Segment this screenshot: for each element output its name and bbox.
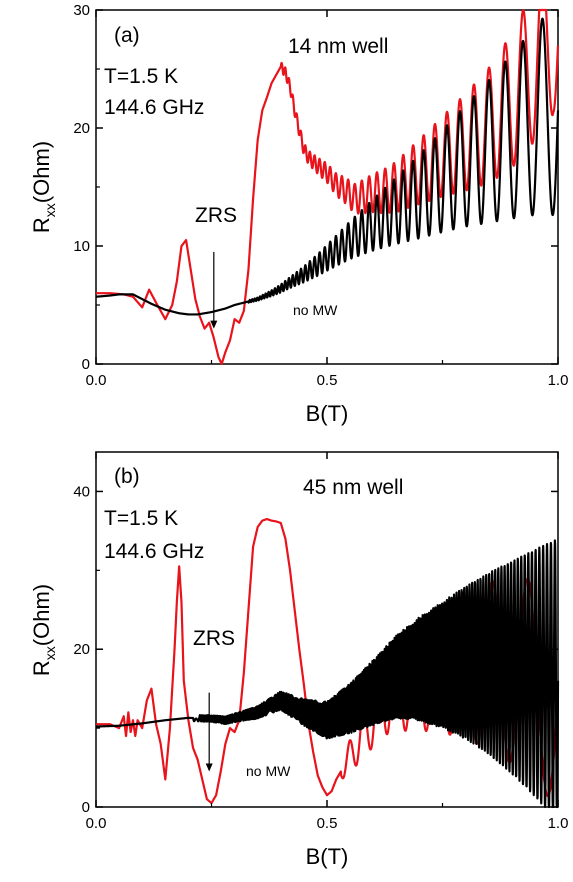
- well-label-b: 45 nm well: [303, 476, 403, 499]
- zrs-arrow-b: [205, 692, 213, 772]
- zrs-label-a: ZRS: [195, 204, 237, 227]
- y-tick-label: 10: [73, 238, 90, 255]
- arrow-head: [210, 320, 218, 329]
- arrow-head: [205, 763, 213, 772]
- temperature-label-a: T=1.5 K: [104, 65, 178, 88]
- ticks-b: 0.0 0.5 1.0 0 20 40: [73, 452, 568, 832]
- no-mw-label-a: no MW: [293, 302, 338, 318]
- no-mw-label-b: no MW: [246, 763, 291, 779]
- frequency-label-b: 144.6 GHz: [104, 540, 204, 563]
- x-tick-label: 1.0: [548, 815, 569, 832]
- y-tick-label: 0: [82, 356, 90, 373]
- series-line-black: [95, 539, 560, 809]
- y-tick-label: 30: [73, 2, 90, 19]
- y-axis-label-main-a: R: [29, 217, 54, 233]
- y-axis-label-b: Rxx(Ohm): [29, 584, 58, 676]
- y-axis-label-unit-b: (Ohm): [29, 584, 54, 646]
- x-tick-label: 0.0: [86, 372, 107, 389]
- y-tick-label: 0: [82, 799, 90, 816]
- x-tick-label: 1.0: [548, 372, 569, 389]
- y-axis-label-sub-a: xx: [42, 203, 58, 217]
- x-axis-label-a: B(T): [306, 401, 349, 426]
- series-line-black: [95, 17, 560, 316]
- series-line-red: [95, 8, 560, 365]
- zrs-label-b: ZRS: [193, 627, 235, 650]
- y-axis-label-a: Rxx(Ohm): [29, 141, 58, 233]
- zrs-arrow-a: [210, 251, 218, 329]
- panel-label-a: (a): [114, 24, 140, 47]
- frequency-label-a: 144.6 GHz: [104, 96, 204, 119]
- well-label-a: 14 nm well: [288, 35, 388, 58]
- series-group-a: [95, 8, 560, 365]
- ticks-a: 0.0 0.5 1.0 0 10 20 30: [73, 2, 568, 389]
- x-tick-label: 0.0: [86, 815, 107, 832]
- x-tick-label: 0.5: [317, 815, 338, 832]
- y-axis-label-sub-b: xx: [42, 646, 58, 660]
- y-axis-label-main-b: R: [29, 660, 54, 676]
- y-tick-label: 20: [73, 641, 90, 658]
- series-group-b: [95, 517, 560, 809]
- y-tick-label: 40: [73, 483, 90, 500]
- panel-label-b: (b): [114, 465, 140, 488]
- panel-b: 0.0 0.5 1.0 0 20 40 (b) 45 nm well T=1.5 K 14…: [29, 451, 568, 869]
- y-axis-label-unit-a: (Ohm): [29, 141, 54, 203]
- svg-text:Rxx(Ohm): Rxx(Ohm): [29, 584, 58, 676]
- x-axis-label-b: B(T): [306, 844, 349, 869]
- y-tick-label: 20: [73, 120, 90, 137]
- svg-text:Rxx(Ohm): Rxx(Ohm): [29, 141, 58, 233]
- x-tick-label: 0.5: [317, 372, 338, 389]
- temperature-label-b: T=1.5 K: [104, 507, 178, 530]
